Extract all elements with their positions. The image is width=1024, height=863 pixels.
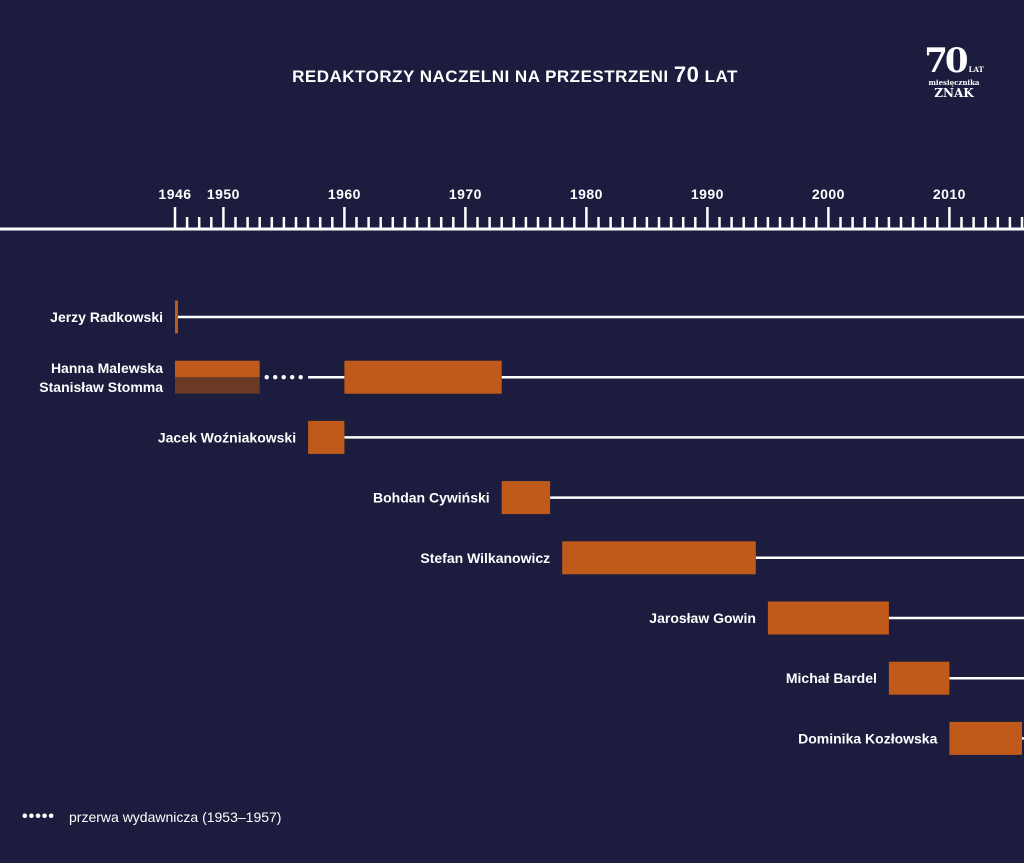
editor-name: Jacek Woźniakowski: [158, 429, 296, 445]
gap-dot: [290, 375, 295, 380]
logo-sub: miesięcznika: [928, 78, 980, 87]
editor-name: Dominika Kozłowska: [798, 730, 937, 746]
tenure-bar: [562, 541, 756, 575]
legend-label: przerwa wydawnicza (1953–1957): [69, 809, 282, 825]
tenure-bar: [175, 300, 179, 334]
editor-name: Jarosław Gowin: [649, 610, 756, 626]
title-suffix: LAT: [704, 67, 738, 86]
tenure-bar: [949, 721, 1022, 755]
x-tick-label: 1990: [691, 186, 724, 202]
editor-name: Stefan Wilkanowicz: [420, 550, 550, 566]
title-number: 70: [673, 62, 700, 87]
gap-dot: [273, 375, 278, 380]
gap-dot: [264, 375, 269, 380]
tenure-bar: [175, 360, 260, 378]
logo-brand: ZNAK: [934, 86, 974, 100]
gap-dot: [281, 375, 286, 380]
x-tick-label: 2010: [933, 186, 966, 202]
x-tick-label: 1946: [158, 186, 191, 202]
title-text: REDAKTORZY NACZELNI NA PRZESTRZENI: [292, 67, 669, 86]
editor-name: Bohdan Cywiński: [373, 490, 490, 506]
editor-name: Michał Bardel: [786, 670, 877, 686]
tenure-bar: [767, 601, 889, 635]
editor-name: Stanisław Stomma: [39, 379, 163, 395]
x-tick-label: 1960: [328, 186, 361, 202]
chart-title: REDAKTORZY NACZELNI NA PRZESTRZENI 70 LA…: [0, 62, 1024, 88]
tenure-bar-secondary: [175, 377, 260, 394]
tenure-bar: [888, 661, 950, 695]
editor-name: Jerzy Radkowski: [50, 309, 163, 325]
logo-lat: LAT: [968, 65, 984, 74]
gap-dot: [298, 375, 303, 380]
x-tick-label: 2000: [812, 186, 845, 202]
x-tick-label: 1970: [449, 186, 482, 202]
tenure-bar: [344, 360, 502, 394]
x-tick-label: 1950: [207, 186, 240, 202]
editor-name: Hanna Malewska: [51, 360, 163, 376]
legend: ••••• przerwa wydawnicza (1953–1957): [22, 808, 281, 826]
x-tick-label: 1980: [570, 186, 603, 202]
logo-number: 70: [924, 41, 968, 81]
dotted-gap-icon: •••••: [22, 808, 56, 825]
logo-number-row: 70 LAT: [922, 44, 986, 78]
tenure-bar: [308, 420, 345, 454]
znak-logo: 70 LAT miesięcznika ZNAK: [922, 44, 986, 100]
tenure-bar: [501, 481, 551, 515]
